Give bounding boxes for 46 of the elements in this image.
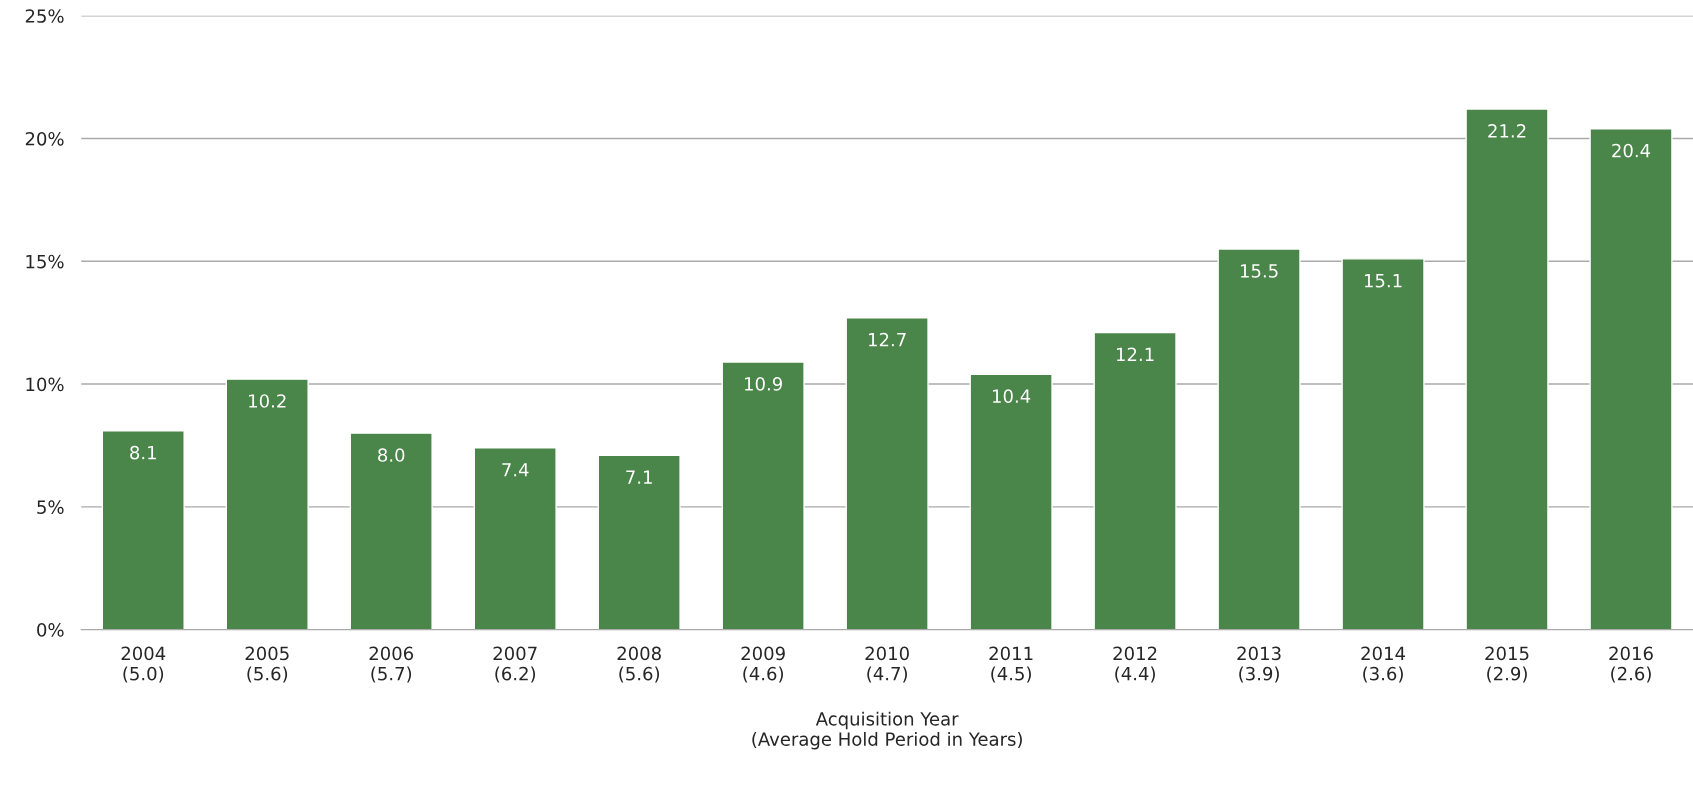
x-axis-title: Acquisition Year (Average Hold Period in Years) <box>752 711 1022 750</box>
bar <box>473 447 557 630</box>
bar <box>1093 331 1177 630</box>
bar <box>1589 127 1673 630</box>
x-tick-label: 2013 (3.9) <box>1237 646 1281 683</box>
x-tick-label: 2016 (2.6) <box>1609 646 1653 683</box>
y-tick-label: 25% <box>25 9 64 23</box>
data-label: 10.2 <box>249 394 286 408</box>
x-tick-label: 2009 (4.6) <box>741 646 785 683</box>
y-tick-label: 10% <box>26 377 64 392</box>
bar <box>1217 248 1301 630</box>
bar <box>1465 108 1549 630</box>
bar <box>845 317 929 630</box>
x-tick-label: 2008 (5.6) <box>617 646 661 683</box>
data-label: 15.1 <box>1364 274 1402 288</box>
x-tick-label: 2006 (5.7) <box>369 646 414 683</box>
data-label: 15.5 <box>1240 264 1278 278</box>
data-label: 8.1 <box>130 445 156 460</box>
x-tick-label: 2005 (5.6) <box>245 646 289 683</box>
x-tick-label: 2012 (4.4) <box>1113 646 1157 683</box>
data-label: 20.4 <box>1612 143 1651 158</box>
y-tick-label: 5% <box>37 500 64 514</box>
y-tick-label: 0% <box>37 623 64 637</box>
data-label: 12.1 <box>1116 347 1154 361</box>
data-label: 10.4 <box>992 389 1031 403</box>
bar <box>1341 258 1425 630</box>
y-tick-label: 15% <box>26 254 64 269</box>
data-label: 10.9 <box>745 377 782 391</box>
data-label: 8.0 <box>378 448 405 462</box>
data-label: 21.2 <box>1488 124 1526 138</box>
x-tick-label: 2014 (3.6) <box>1361 646 1406 683</box>
bar <box>969 373 1053 630</box>
bar <box>101 430 185 630</box>
bar <box>225 378 309 630</box>
x-tick-label: 2007 (6.2) <box>493 646 537 683</box>
bar <box>349 432 433 630</box>
bar <box>721 361 805 630</box>
x-tick-label: 2004 (5.0) <box>121 646 166 683</box>
x-tick-label: 2011 (4.5) <box>989 646 1033 683</box>
data-label: 7.1 <box>626 470 652 484</box>
data-label: 7.4 <box>502 463 529 477</box>
x-tick-label: 2015 (2.9) <box>1485 646 1529 683</box>
x-tick-label: 2010 (4.7) <box>865 646 909 683</box>
data-label: 12.7 <box>869 332 906 347</box>
y-tick-label: 20% <box>25 131 64 146</box>
bar <box>597 454 681 630</box>
